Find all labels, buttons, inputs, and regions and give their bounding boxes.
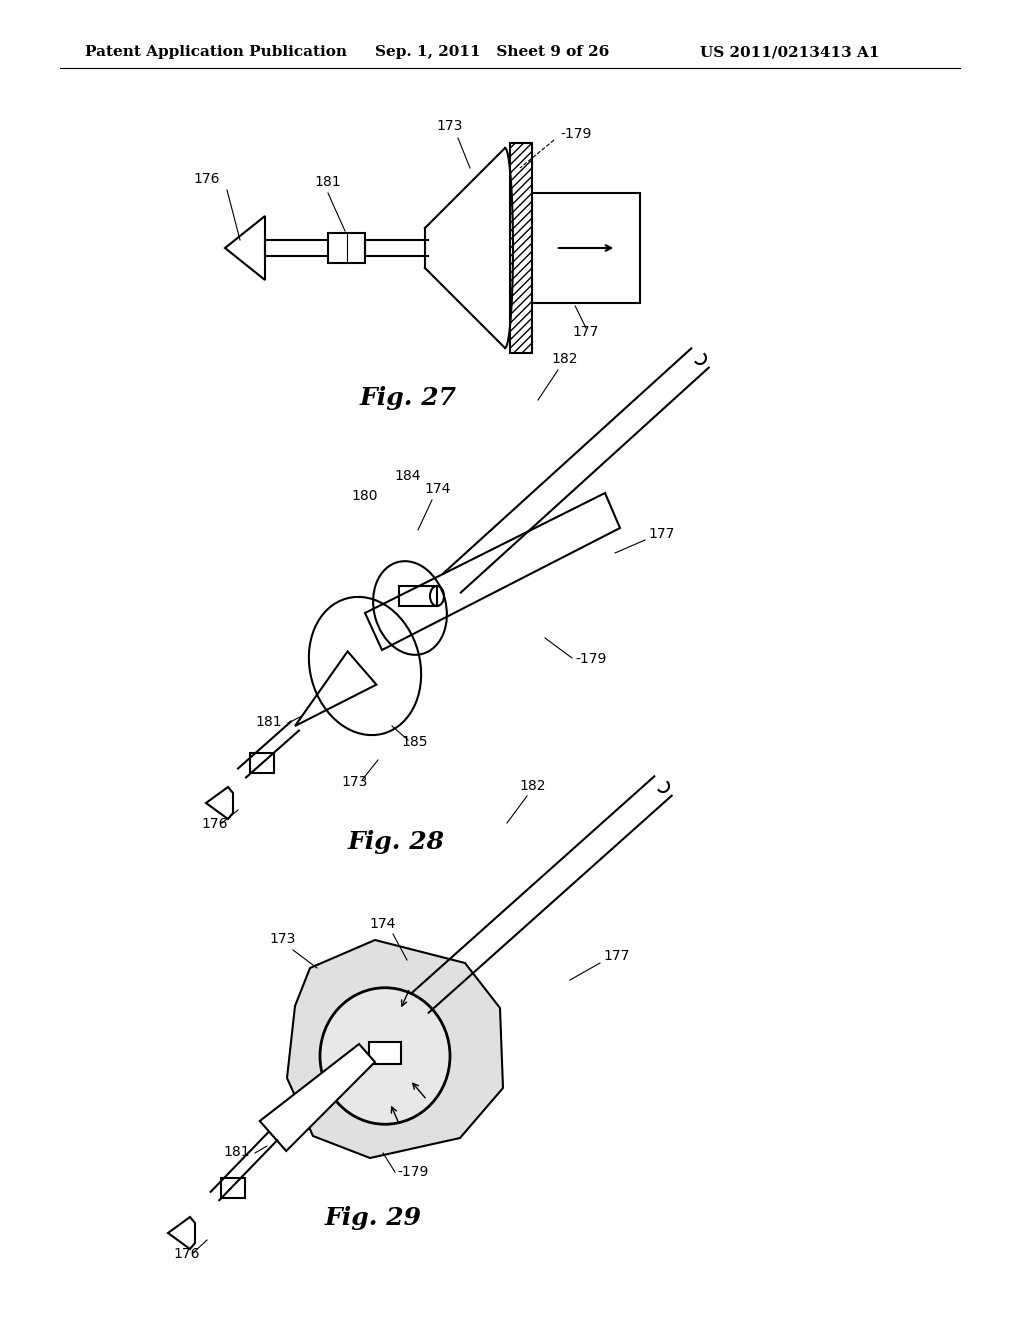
Bar [369, 1041, 401, 1064]
Text: 177: 177 [648, 527, 675, 541]
Ellipse shape [319, 987, 450, 1125]
Text: Fig. 27: Fig. 27 [360, 385, 457, 411]
Text: -179: -179 [575, 652, 606, 667]
Bar [328, 234, 365, 263]
Text: 174: 174 [370, 917, 396, 931]
Text: 180: 180 [352, 488, 378, 503]
Text: 181: 181 [223, 1144, 250, 1159]
Text: 176: 176 [174, 1247, 201, 1261]
Text: 181: 181 [255, 715, 282, 729]
Bar [532, 193, 640, 304]
Polygon shape [168, 1217, 195, 1249]
Text: 182: 182 [520, 779, 546, 793]
Text: 173: 173 [437, 119, 463, 133]
Text: Patent Application Publication: Patent Application Publication [85, 45, 347, 59]
Text: 174: 174 [425, 482, 452, 496]
Text: 185: 185 [401, 735, 428, 748]
Bar [221, 1177, 245, 1199]
Text: 173: 173 [342, 775, 369, 789]
Text: 173: 173 [269, 932, 296, 946]
Text: -179: -179 [397, 1166, 428, 1179]
Text: 181: 181 [314, 176, 341, 189]
Text: -179: -179 [560, 127, 592, 141]
Text: 176: 176 [202, 817, 228, 832]
Bar [250, 752, 274, 774]
Bar [510, 143, 532, 352]
Text: 182: 182 [552, 352, 579, 366]
Bar [399, 586, 437, 606]
Text: 177: 177 [603, 949, 630, 964]
Text: Fig. 28: Fig. 28 [348, 830, 445, 854]
Text: 184: 184 [394, 469, 421, 483]
Polygon shape [287, 940, 503, 1158]
Text: 176: 176 [194, 172, 220, 186]
Text: 177: 177 [572, 325, 599, 339]
Text: Fig. 29: Fig. 29 [325, 1206, 422, 1230]
Text: Sep. 1, 2011   Sheet 9 of 26: Sep. 1, 2011 Sheet 9 of 26 [375, 45, 609, 59]
Text: US 2011/0213413 A1: US 2011/0213413 A1 [700, 45, 880, 59]
Polygon shape [260, 1044, 375, 1151]
